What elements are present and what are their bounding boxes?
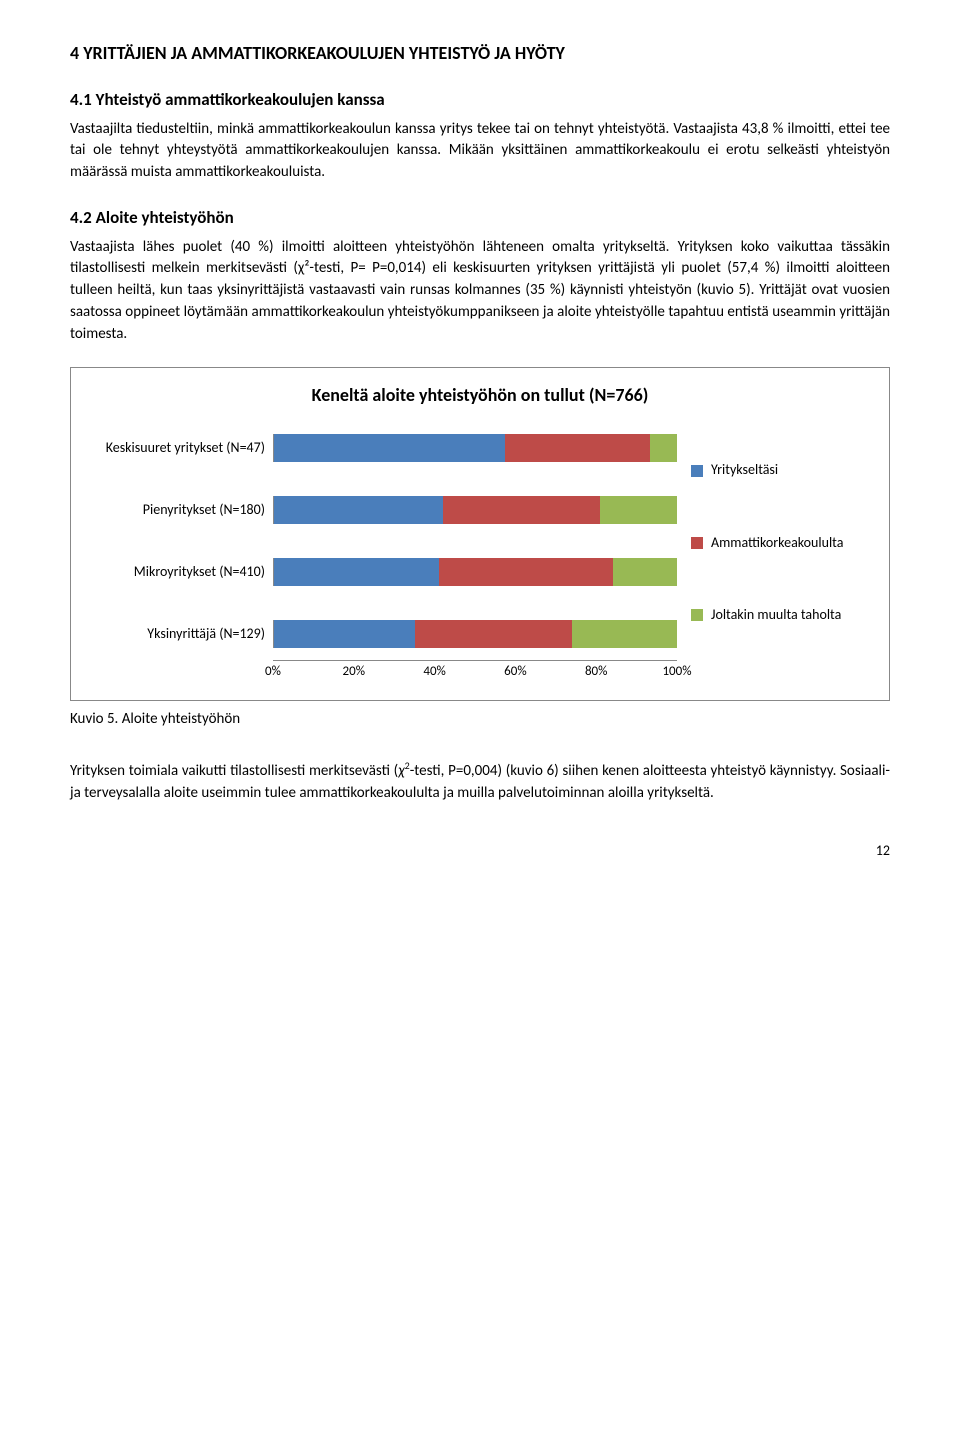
legend-item: Ammattikorkeakoululta [691,533,877,553]
x-tick: 80% [585,663,607,682]
x-tick: 0% [265,663,281,682]
bar-track [273,558,677,586]
bar-segment [505,434,650,462]
x-tick: 60% [504,663,526,682]
x-tick: 40% [423,663,445,682]
x-tick: 20% [343,663,365,682]
chart-container: Keneltä aloite yhteistyöhön on tullut (N… [70,367,890,701]
x-axis: 0%20%40%60%80%100% [83,660,677,682]
bar-track [273,434,677,462]
legend-swatch [691,537,703,549]
bar-segment [443,496,600,524]
chart-legend: Yritykseltäsi Ammattikorkeakoululta Joltak… [677,434,877,651]
bar-row: Yksinyrittäjä (N=129) [83,620,677,648]
bar-track [273,620,677,648]
footer-paragraph: Yrityksen toimiala vaikutti tilastollise… [70,759,890,805]
bar-category-label: Keskisuuret yritykset (N=47) [83,438,273,458]
subsection-4-1-title: 4.1 Yhteistyö ammattikorkeakoulujen kans… [70,88,890,113]
legend-label: Joltakin muulta taholta [711,605,841,625]
legend-label: Ammattikorkeakoululta [711,533,843,553]
page-number: 12 [70,841,890,861]
bar-segment [439,558,612,586]
bar-segment [613,558,677,586]
bar-segment [274,558,439,586]
legend-label: Yritykseltäsi [711,460,778,480]
chart-body: Keskisuuret yritykset (N=47) Pienyritykse… [83,434,877,682]
bar-segment [274,620,415,648]
chart-plot-area: Keskisuuret yritykset (N=47) Pienyritykse… [83,434,677,682]
bar-segment [600,496,677,524]
bar-segment [650,434,677,462]
bar-row: Pienyritykset (N=180) [83,496,677,524]
bar-track [273,496,677,524]
chi-squared-symbol: χ2 [398,762,409,780]
bar-row: Keskisuuret yritykset (N=47) [83,434,677,462]
bar-category-label: Pienyritykset (N=180) [83,500,273,520]
legend-swatch [691,609,703,621]
subsection-4-2-title: 4.2 Aloite yhteistyöhön [70,206,890,231]
bar-row: Mikroyritykset (N=410) [83,558,677,586]
subsection-4-2-body: Vastaajista lähes puolet (40 %) ilmoitti… [70,237,890,346]
chart-title: Keneltä aloite yhteistyöhön on tullut (N… [83,382,877,408]
bar-segment [274,434,505,462]
bar-category-label: Mikroyritykset (N=410) [83,562,273,582]
bar-category-label: Yksinyrittäjä (N=129) [83,624,273,644]
chart-caption: Kuvio 5. Aloite yhteistyöhön [70,709,890,731]
legend-item: Yritykseltäsi [691,460,877,480]
section-title: 4 YRITTÄJIEN JA AMMATTIKORKEAKOULUJEN YH… [70,40,890,66]
bar-segment [572,620,677,648]
x-tick: 100% [662,663,691,682]
legend-swatch [691,465,703,477]
bar-segment [274,496,443,524]
subsection-4-1-body: Vastaajilta tiedusteltiin, minkä ammatti… [70,119,890,184]
legend-item: Joltakin muulta taholta [691,605,877,625]
bar-segment [415,620,572,648]
